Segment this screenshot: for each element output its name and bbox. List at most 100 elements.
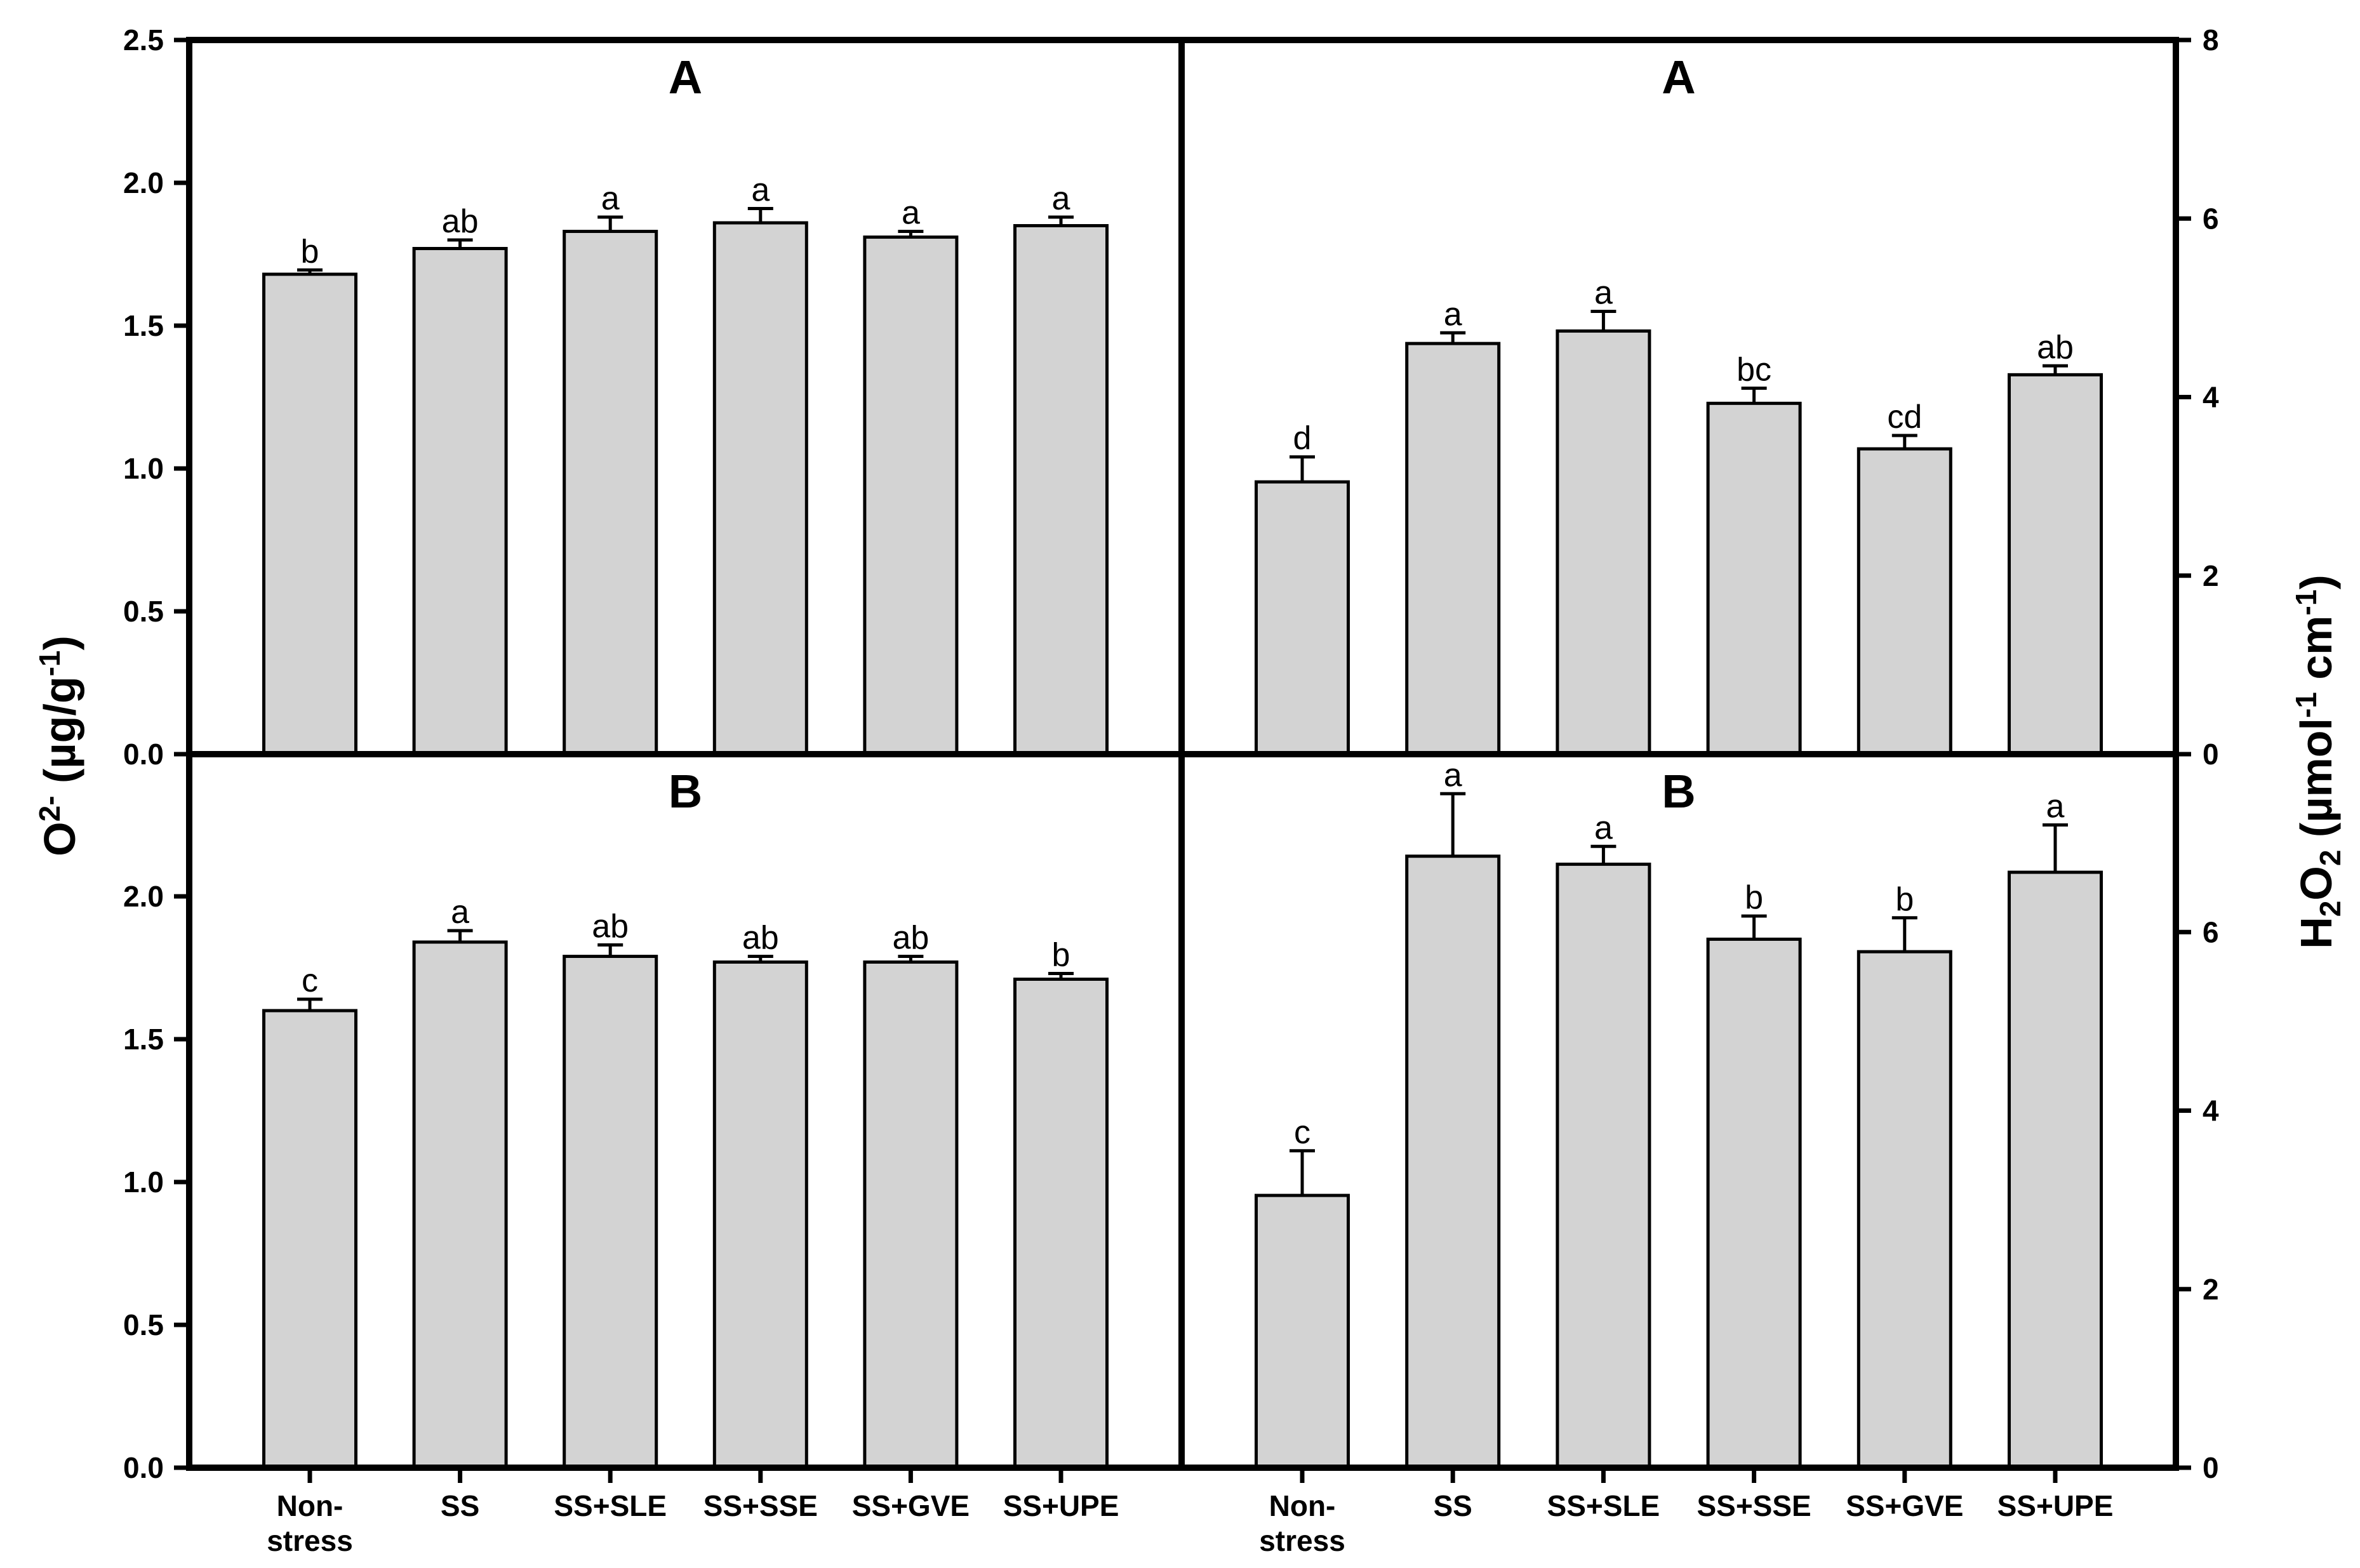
axis-title-segment: ) [2291,575,2341,589]
error-bar [597,215,623,232]
bar-o2-panel-A-ss+sle [563,230,658,756]
bar-h2o2-panel-B-ss+gve [1857,950,1952,1470]
bar-o2-panel-A-ss+sse [712,221,808,756]
bar-h2o2-panel-A-ss [1405,342,1501,756]
y-tick-label: 0.0 [123,738,164,771]
bar-h2o2-panel-A-ss+sle [1556,329,1651,756]
y-tick-label: 6 [2203,202,2219,235]
y-tick-label: 2 [2203,559,2219,592]
y-tick-label: 0.5 [123,1308,164,1341]
significance-letter: b [1745,879,1763,916]
panel-frame [186,37,2179,1471]
error-bar [1048,972,1074,980]
bar-h2o2-panel-A-ss+gve [1857,447,1952,756]
x-tick-label-line: SS+SLE [554,1489,667,1522]
panel-o2-panel-B: c a ab ab ab b 0.0 0.5 1.0 1.5 2.0 Non-stress SS SS+S… [123,765,1119,1557]
x-tick-label-line: SS+GVE [1846,1489,1963,1522]
bar-o2-panel-B-non--stress [262,1009,357,1470]
y-tick-label: 2 [2203,1273,2219,1306]
x-tick-label-line: SS+SSE [703,1489,818,1522]
significance-letter: ab [592,908,629,945]
panel-label-B: B [669,765,702,818]
axis-title-segment: 2 [2314,850,2347,867]
x-tick-label: SS+GVE [852,1489,970,1522]
significance-letter: ab [442,203,479,240]
significance-letter: ab [742,920,779,957]
y-tick-label: 4 [2203,381,2219,414]
significance-letter: a [1444,296,1462,333]
x-tick-label: SS+SLE [554,1489,667,1522]
y-axis-title-right: H2O2 (µmol-1 cm-1) [2290,575,2347,949]
y-tick-label: 2.0 [123,880,164,913]
significance-letter: b [301,233,319,270]
x-tick-label-line: SS+UPE [1003,1489,1119,1522]
axis-title-segment: -1 [33,650,66,676]
axis-title-segment: -1 [2290,590,2323,616]
axis-title-segment: 2 [2314,901,2347,917]
bar-h2o2-panel-B-ss+sle [1556,862,1651,1470]
significance-letter: a [1052,180,1070,217]
error-bar [1048,215,1074,226]
bar-o2-panel-A-ss [412,247,508,756]
x-tick-label-line: SS+SSE [1697,1489,1811,1522]
error-bar [1440,792,1466,856]
error-bar [1590,310,1617,331]
error-bar [2043,364,2068,375]
x-tick-label: SS+UPE [1997,1489,2114,1522]
bar-h2o2-panel-A-ss+upe [2008,373,2103,756]
error-bar [2043,823,2068,873]
x-tick-label-line: SS+GVE [852,1489,970,1522]
panel-h2o2-panel-B: c a a b b a 0 2 4 6 Non-stress SS SS+SLE SS+SSE SS+GVE… [1255,757,2219,1557]
bar-o2-panel-B-ss [412,940,508,1470]
significance-letter: a [601,180,620,217]
bar-o2-panel-A-non--stress [262,272,357,756]
x-tick-label: SS+SLE [1547,1489,1660,1522]
significance-letter: c [1294,1114,1310,1151]
significance-letter: b [1895,881,1914,918]
x-tick-label: SS+UPE [1003,1489,1119,1522]
y-tick-label: 2.5 [123,23,164,56]
significance-letter: cd [1887,399,1922,435]
x-tick-label: SS+SSE [1697,1489,1811,1522]
significance-letter: bc [1737,351,1771,388]
axis-title-segment: 2- [33,795,66,821]
x-tick-label-line: Non- [1269,1489,1336,1522]
bar-h2o2-panel-B-non--stress [1255,1193,1350,1470]
panel-label-A: A [669,51,702,103]
y-tick-label: 0 [2203,1451,2219,1484]
y-tick-label: 1.0 [123,1166,164,1199]
y-tick-label: 6 [2203,915,2219,948]
bar-h2o2-panel-B-ss+sse [1706,938,1802,1470]
significance-letter: a [451,894,469,931]
panel-label-B: B [1662,765,1695,818]
error-bar [1741,386,1767,404]
panel-h2o2-panel-A: d a a bc cd ab 0 2 4 6 8 A [1255,23,2219,771]
axis-title-segment: O [35,821,84,856]
y-tick-label: 4 [2203,1094,2219,1127]
x-tick-label-line: SS [1434,1489,1472,1522]
x-tick-label: SS+SSE [703,1489,818,1522]
x-tick-label-line: SS [441,1489,479,1522]
panel-label-A: A [1662,51,1695,103]
bar-h2o2-panel-B-ss [1405,854,1501,1470]
x-tick-label-line: SS+UPE [1997,1489,2114,1522]
significance-letter: b [1052,937,1070,974]
error-bar [597,943,623,957]
bar-o2-panel-A-ss+upe [1013,224,1109,756]
axis-title-segment: H [2291,917,2341,949]
significance-letter: ab [2037,329,2074,366]
panel-o2-panel-A: b ab a a a a 0.0 0.5 1.0 1.5 2.0 2.5 A [123,23,1109,771]
significance-letter: a [1594,275,1613,312]
error-bar [1891,434,1917,449]
axis-title-segment: (µmol [2291,718,2341,850]
y-tick-label: 2.0 [123,166,164,199]
bar-o2-panel-A-ss+gve [863,236,959,756]
error-bar [297,997,323,1011]
y-tick-label: 0.0 [123,1451,164,1484]
significance-letter: a [902,195,920,232]
significance-letter: a [1444,757,1462,794]
error-bar [898,230,924,237]
axis-title-segment: ) [35,635,84,650]
x-tick-label: Non-stress [1259,1489,1345,1557]
